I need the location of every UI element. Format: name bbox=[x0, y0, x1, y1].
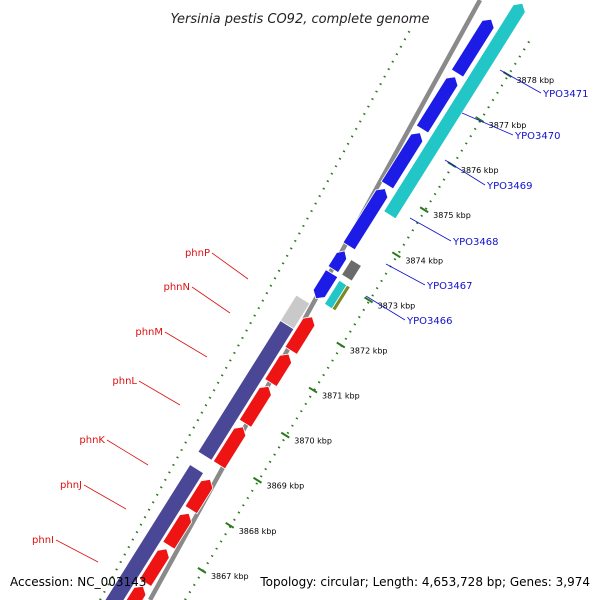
kbp-tick-mark bbox=[280, 431, 290, 439]
gene-block-ypo3466-a bbox=[312, 269, 339, 300]
leader-line bbox=[55, 539, 99, 563]
kbp-tick-mark bbox=[197, 567, 207, 574]
gene-label-left: phnL bbox=[112, 376, 137, 387]
kbp-tick-label: 3869 kbp bbox=[266, 482, 304, 491]
dotted-guide-lines bbox=[99, 29, 531, 600]
leader-line bbox=[164, 331, 208, 358]
kbp-tick-label: 3876 kbp bbox=[461, 166, 499, 175]
gene-label-left: phnK bbox=[79, 435, 105, 446]
gene-label-right: YPO3470 bbox=[514, 131, 560, 142]
gene-label-left: phnP bbox=[185, 248, 210, 259]
gene-block-red-8 bbox=[284, 316, 316, 355]
gene-label-left: phnN bbox=[163, 282, 190, 293]
dotted-guide-line-2 bbox=[184, 39, 531, 600]
leader-line bbox=[409, 217, 452, 242]
gene-label-right: YPO3471 bbox=[542, 89, 588, 100]
kbp-tick-mark bbox=[475, 116, 485, 123]
gene-block-red-1 bbox=[125, 585, 147, 600]
kbp-tick-label: 3868 kbp bbox=[239, 527, 277, 536]
gene-label-right: YPO3468 bbox=[452, 237, 498, 248]
kbp-tick-label: 3872 kbp bbox=[350, 346, 388, 355]
kbp-tick-mark bbox=[252, 476, 263, 484]
accession-label: Accession: NC_003143 bbox=[10, 575, 147, 589]
kbp-tick-label: 3867 kbp bbox=[211, 572, 249, 581]
kbp-tick-mark bbox=[391, 251, 401, 259]
gene-block-ypo3468 bbox=[342, 188, 389, 251]
gene-label-left: phnI bbox=[32, 535, 54, 546]
leader-line bbox=[444, 159, 486, 186]
gene-label-left: phnJ bbox=[60, 480, 82, 491]
kbp-ticks: 3867 kbp 3868 kbp 3869 kbp 3870 kbp 3871 kbp… bbox=[197, 71, 554, 581]
kbp-tick-mark bbox=[225, 521, 235, 529]
kbp-tick-mark bbox=[364, 296, 374, 304]
gene-block-phnP bbox=[279, 294, 311, 330]
leader-line bbox=[385, 263, 426, 286]
gene-block-red-2 bbox=[138, 548, 170, 588]
gene-block-ypo3470 bbox=[415, 76, 459, 134]
leader-line bbox=[83, 484, 127, 510]
gene-label-right: YPO3467 bbox=[426, 281, 472, 292]
dotted-guide-line-1 bbox=[99, 29, 411, 600]
gene-block-phn-operon-lower bbox=[104, 463, 205, 600]
gene-block-red-3 bbox=[162, 512, 193, 550]
gene-block-ypo3467 bbox=[327, 250, 348, 274]
gene-label-right: YPO3466 bbox=[406, 316, 452, 327]
leader-line bbox=[211, 252, 249, 280]
leader-line bbox=[365, 295, 406, 321]
leader-line bbox=[138, 380, 181, 406]
gene-label-right: YPO3469 bbox=[486, 181, 532, 192]
genome-summary-label: Topology: circular; Length: 4,653,728 bp… bbox=[260, 575, 590, 589]
kbp-tick-label: 3871 kbp bbox=[322, 392, 360, 401]
kbp-tick-label: 3875 kbp bbox=[433, 211, 471, 220]
kbp-tick-mark bbox=[419, 206, 429, 214]
kbp-tick-mark bbox=[308, 386, 318, 394]
gene-block-red-4 bbox=[184, 478, 214, 515]
kbp-tick-label: 3874 kbp bbox=[405, 256, 443, 265]
map-title: Yersinia pestis CO92, complete genome bbox=[171, 12, 430, 27]
gene-label-left: phnM bbox=[135, 327, 163, 338]
gene-block-ypo3469 bbox=[380, 132, 424, 190]
gene-block-red-6 bbox=[238, 385, 272, 428]
kbp-tick-label: 3877 kbp bbox=[489, 121, 527, 130]
leader-line bbox=[191, 286, 231, 314]
gene-block-ypo3471 bbox=[450, 18, 495, 78]
gene-labels: YPO3466 YPO3467 YPO3468 YPO3469 YPO3470 YPO34… bbox=[32, 69, 588, 563]
leader-line bbox=[461, 112, 514, 136]
kbp-tick-label: 3873 kbp bbox=[378, 301, 416, 310]
gene-block-red-5 bbox=[212, 426, 247, 470]
gene-block-red-7 bbox=[264, 353, 293, 388]
gene-block-cyan-long bbox=[383, 2, 526, 220]
kbp-tick-mark bbox=[336, 341, 346, 349]
gene-block-ypo3466-c bbox=[331, 284, 351, 312]
kbp-tick-label: 3870 kbp bbox=[294, 437, 332, 446]
gene-features bbox=[104, 2, 526, 600]
leader-line bbox=[106, 439, 149, 466]
leader-line bbox=[499, 69, 542, 94]
gene-block-phn-operon-upper bbox=[197, 319, 295, 461]
gene-block-gray bbox=[341, 258, 362, 282]
kbp-tick-label: 3878 kbp bbox=[516, 76, 554, 85]
